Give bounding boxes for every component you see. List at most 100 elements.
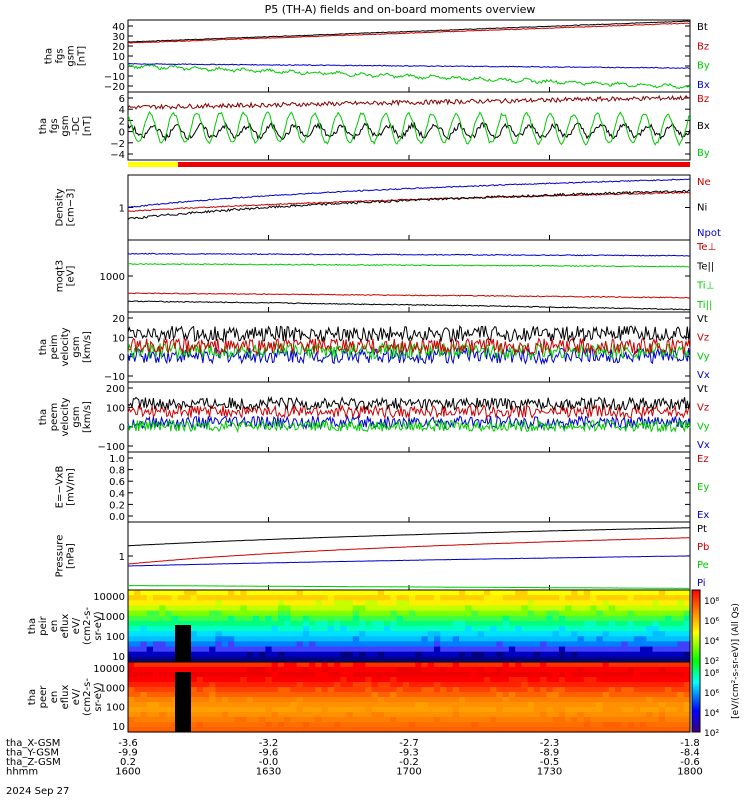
heatmap-cell [508,682,516,688]
heatmap-cell [652,590,660,596]
heatmap-cell [390,636,398,642]
heatmap-cell [434,610,441,617]
heatmap-cell [596,667,604,673]
heatmap-cell [415,697,422,703]
heatmap-cell [296,677,304,683]
heatmap-cell [440,636,447,642]
heatmap-cell [583,620,591,627]
heatmap-cell [221,687,229,693]
series-line-Ni [127,189,691,221]
heatmap-cell [590,590,597,596]
heatmap-cell [259,641,266,648]
heatmap-cell [633,636,641,642]
heatmap-cell [558,712,566,718]
heatmap-cell [565,595,572,601]
heatmap-cell [633,600,641,606]
heatmap-cell [477,626,485,632]
heatmap-cell [153,707,160,713]
heatmap-cell [202,717,210,723]
heatmap-cell [234,641,241,648]
heatmap-cell [683,656,691,663]
heatmap-cell [502,687,510,693]
heatmap-cell [527,662,535,668]
heatmap-cell [496,702,504,708]
heatmap-cell [652,605,660,612]
heatmap-cell [459,641,466,648]
heatmap-cell [683,727,691,733]
heatmap-cell [677,682,685,688]
heatmap-cell [608,651,616,658]
heatmap-cell [615,620,622,627]
heatmap-cell [365,636,373,642]
heatmap-cell [596,672,604,678]
heatmap-cell [159,626,166,632]
heatmap-cell [477,672,485,678]
heatmap-cell [452,651,460,658]
heatmap-cell [359,682,366,688]
heatmap-cell [640,672,647,678]
heatmap-cell [608,712,616,718]
heatmap-cell [415,707,422,713]
heatmap-cell [627,600,635,606]
heatmap-cell [465,697,472,703]
heatmap-cell [321,641,329,648]
heatmap-cell [558,600,566,606]
heatmap-cell [421,641,429,648]
heatmap-cell [302,687,310,693]
heatmap-cell [533,727,541,733]
heatmap-cell [540,662,547,668]
heatmap-cell [296,687,304,693]
x-axis-value: -2.7 [399,738,419,749]
heatmap-cell [615,641,622,648]
heatmap-cell [153,590,160,596]
heatmap-cell [621,692,629,698]
heatmap-cell [377,656,385,663]
heatmap-cell [583,722,591,728]
heatmap-cell [315,687,323,693]
heatmap-cell [302,697,310,703]
heatmap-cell [265,712,273,718]
heatmap-cell [490,626,497,632]
heatmap-cell [315,610,323,617]
heatmap-cell [540,687,547,693]
heatmap-cell [540,692,547,698]
heatmap-cell [190,697,198,703]
heatmap-cell [240,651,248,658]
heatmap-cell [683,707,691,713]
heatmap-cell [683,662,691,668]
heatmap-cell [571,712,579,718]
heatmap-cell [502,672,510,678]
heatmap-cell [340,722,348,728]
heatmap-cell [483,677,491,683]
heatmap-cell [153,712,160,718]
heatmap-cell [153,672,160,678]
heatmap-cell [465,667,472,673]
heatmap-cell [259,615,266,622]
heatmap-cell [384,615,391,622]
heatmap-cell [415,682,422,688]
heatmap-cell [190,667,198,673]
heatmap-cell [521,600,529,606]
heatmap-cell [409,697,416,703]
legend-item: Vx [697,440,710,451]
heatmap-cell [409,610,416,617]
heatmap-cell [371,712,379,718]
heatmap-cell [171,667,179,673]
heatmap-cell [658,646,666,653]
heatmap-cell [165,667,173,673]
heatmap-cell [402,687,410,693]
heatmap-cell [290,682,298,688]
heatmap-cell [621,646,629,653]
heatmap-cell [440,702,447,708]
heatmap-cell [502,702,510,708]
heatmap-cell [215,590,223,596]
heatmap-cell [627,727,635,733]
heatmap-cell [196,656,204,663]
heatmap-cell [558,620,566,627]
heatmap-cell [446,656,454,663]
heatmap-cell [527,605,535,612]
heatmap-cell [552,631,560,637]
heatmap-cell [165,656,173,663]
heatmap-cell [452,687,460,693]
